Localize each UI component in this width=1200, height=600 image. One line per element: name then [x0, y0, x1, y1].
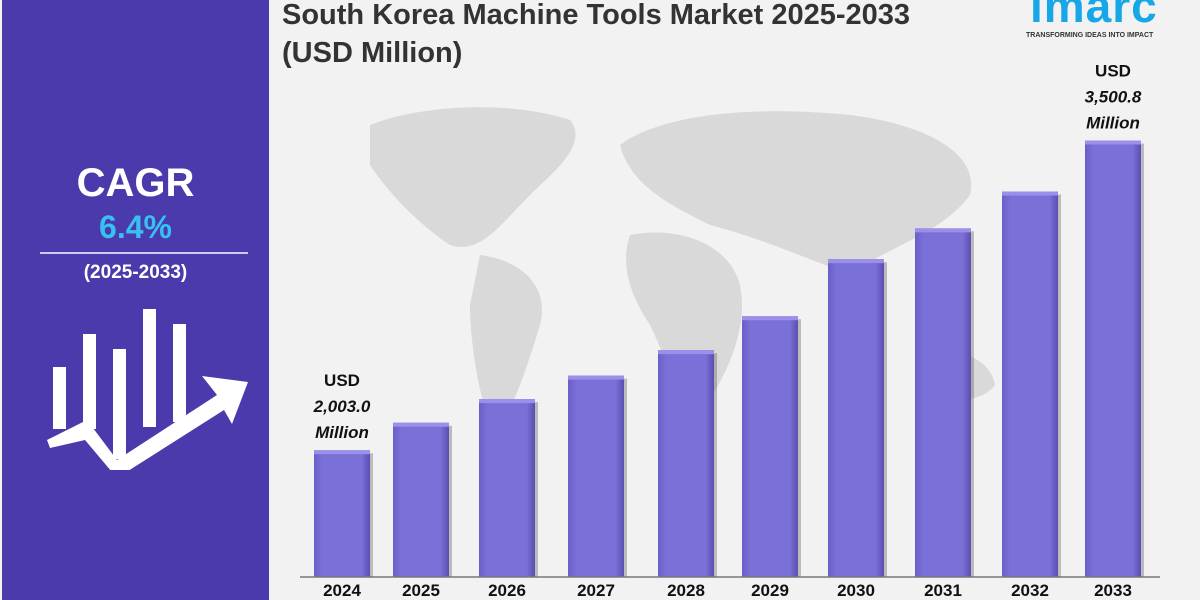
cagr-panel: CAGR 6.4% (2025-2033) — [2, 0, 269, 600]
data-label: USD — [1095, 62, 1131, 81]
bar-2031 — [915, 228, 971, 577]
bar-2029 — [742, 316, 798, 577]
chart-title: South Korea Machine Tools Market 2025-20… — [282, 0, 911, 69]
bar-top-highlight — [658, 350, 714, 355]
bar-top-highlight — [742, 316, 798, 321]
bar-2030 — [828, 259, 884, 577]
data-label: Million — [315, 423, 369, 442]
cagr-label: CAGR — [76, 161, 195, 205]
bar-top-highlight — [393, 422, 449, 427]
x-tick-label: 2031 — [924, 581, 962, 600]
x-tick-label: 2032 — [1011, 581, 1049, 600]
divider — [40, 252, 248, 254]
data-label: 3,500.8 — [1085, 88, 1142, 107]
bar-2032 — [1002, 191, 1058, 578]
growth-chart-icon — [47, 309, 248, 470]
cagr-period: (2025-2033) — [83, 262, 188, 283]
bar-top-highlight — [915, 228, 971, 233]
x-tick-label: 2028 — [667, 581, 705, 600]
x-tick-label: 2027 — [577, 581, 615, 600]
data-label: USD — [324, 371, 360, 390]
data-label: Million — [1086, 114, 1140, 133]
imarc-logo: imarc — [1030, 0, 1158, 28]
bar-top-highlight — [828, 259, 884, 264]
x-tick-label: 2029 — [751, 581, 789, 600]
x-tick-label: 2030 — [837, 581, 875, 600]
bar-2026 — [479, 399, 535, 577]
bar-top-highlight — [1002, 191, 1058, 196]
bar-2028 — [658, 350, 714, 577]
data-label: 2,003.0 — [313, 397, 371, 416]
bar-2025 — [393, 422, 449, 577]
bar-top-highlight — [1085, 140, 1141, 145]
bar-2024 — [314, 450, 370, 577]
bar-top-highlight — [314, 450, 370, 455]
bar-top-highlight — [479, 399, 535, 404]
bar-top-highlight — [568, 375, 624, 380]
cagr-value: 6.4% — [99, 209, 172, 245]
x-tick-label: 2025 — [402, 581, 440, 600]
bar-2033 — [1085, 140, 1141, 577]
logo-tagline: TRANSFORMING IDEAS INTO IMPACT — [1026, 32, 1154, 39]
x-tick-label: 2024 — [323, 581, 361, 600]
x-tick-label: 2026 — [488, 581, 526, 600]
x-tick-label: 2033 — [1094, 581, 1132, 600]
bar-2027 — [568, 375, 624, 577]
